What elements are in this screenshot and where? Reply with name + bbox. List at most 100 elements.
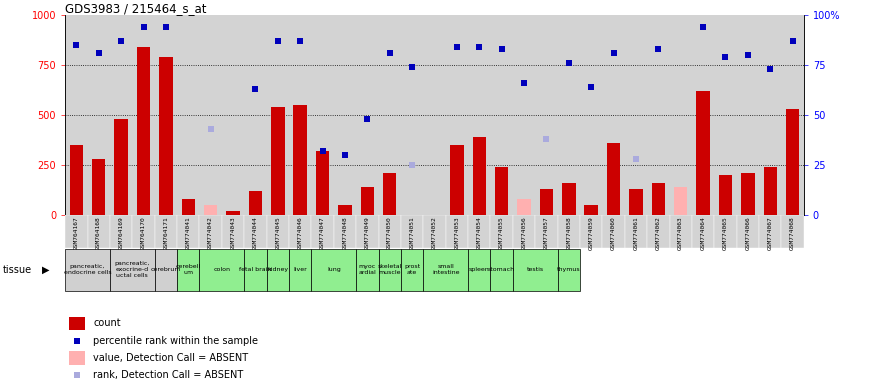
Text: GSM774065: GSM774065	[723, 217, 728, 250]
Bar	[786, 109, 799, 215]
Bar	[446, 215, 468, 248]
Text: pancreatic,
endocrine cells: pancreatic, endocrine cells	[63, 264, 111, 275]
Bar	[629, 189, 643, 215]
Bar	[692, 215, 714, 248]
Bar	[92, 159, 105, 215]
Bar	[468, 248, 490, 291]
Text: GSM764169: GSM764169	[119, 217, 123, 250]
Bar	[423, 215, 446, 248]
Bar	[473, 137, 486, 215]
Text: GSM764171: GSM764171	[163, 217, 169, 250]
Bar	[69, 351, 85, 365]
Text: GSM774055: GSM774055	[499, 217, 504, 250]
Bar	[115, 119, 128, 215]
Bar	[244, 248, 267, 291]
Bar	[267, 248, 289, 291]
Bar	[450, 145, 463, 215]
Text: GSM774059: GSM774059	[588, 217, 594, 250]
Bar	[714, 215, 737, 248]
Text: GSM764168: GSM764168	[96, 217, 102, 250]
Bar	[468, 215, 490, 248]
Text: GSM774043: GSM774043	[230, 217, 235, 250]
Bar	[177, 215, 200, 248]
Text: spleen: spleen	[469, 267, 489, 272]
Text: GSM774062: GSM774062	[656, 217, 660, 250]
Bar	[379, 215, 401, 248]
Bar	[517, 199, 531, 215]
Bar	[110, 248, 155, 291]
Bar	[495, 167, 508, 215]
Bar	[132, 215, 155, 248]
Bar	[294, 105, 307, 215]
Text: percentile rank within the sample: percentile rank within the sample	[93, 336, 258, 346]
Bar	[182, 199, 195, 215]
Bar	[249, 191, 262, 215]
Bar	[562, 183, 575, 215]
Text: GSM774044: GSM774044	[253, 217, 258, 250]
Text: fetal brain: fetal brain	[239, 267, 272, 272]
Bar	[267, 215, 289, 248]
Text: GSM774052: GSM774052	[432, 217, 437, 250]
Bar	[401, 248, 423, 291]
Bar	[204, 205, 217, 215]
Bar	[155, 248, 177, 291]
Bar	[356, 248, 379, 291]
Bar	[379, 248, 401, 291]
Bar	[513, 215, 535, 248]
Text: GSM774046: GSM774046	[298, 217, 302, 250]
Text: GSM774061: GSM774061	[634, 217, 639, 250]
Text: GSM774056: GSM774056	[521, 217, 527, 250]
Text: testis: testis	[527, 267, 544, 272]
Bar	[580, 215, 602, 248]
Bar	[289, 248, 311, 291]
Bar	[669, 215, 692, 248]
Bar	[88, 215, 110, 248]
Text: stomach: stomach	[488, 267, 515, 272]
Bar	[222, 215, 244, 248]
Text: GSM774054: GSM774054	[477, 217, 481, 250]
Text: GSM774067: GSM774067	[767, 217, 773, 250]
Bar	[334, 215, 356, 248]
Text: GSM774058: GSM774058	[567, 217, 571, 250]
Text: cerebrum: cerebrum	[150, 267, 181, 272]
Bar	[558, 215, 580, 248]
Bar	[781, 215, 804, 248]
Text: GSM774050: GSM774050	[388, 217, 392, 250]
Text: small
intestine: small intestine	[432, 264, 460, 275]
Text: GSM774063: GSM774063	[678, 217, 683, 250]
Text: GSM774042: GSM774042	[209, 217, 213, 250]
Bar	[585, 205, 598, 215]
Bar	[719, 175, 733, 215]
Bar	[159, 57, 173, 215]
Text: GSM774068: GSM774068	[790, 217, 795, 250]
Bar	[535, 215, 558, 248]
Bar	[490, 215, 513, 248]
Text: count: count	[93, 318, 121, 328]
Text: colon: colon	[214, 267, 230, 272]
Text: tissue: tissue	[3, 265, 32, 275]
Bar	[226, 211, 240, 215]
Text: liver: liver	[294, 267, 307, 272]
Bar	[764, 167, 777, 215]
Text: rank, Detection Call = ABSENT: rank, Detection Call = ABSENT	[93, 370, 243, 380]
Bar	[652, 183, 665, 215]
Bar	[155, 215, 177, 248]
Text: GDS3983 / 215464_s_at: GDS3983 / 215464_s_at	[65, 2, 207, 15]
Bar	[383, 173, 396, 215]
Bar	[737, 215, 759, 248]
Bar	[625, 215, 647, 248]
Text: GSM774066: GSM774066	[746, 217, 750, 250]
Text: GSM774049: GSM774049	[365, 217, 370, 250]
Bar	[356, 215, 379, 248]
Text: GSM774057: GSM774057	[544, 217, 549, 250]
Text: GSM774048: GSM774048	[342, 217, 348, 250]
Bar	[540, 189, 554, 215]
Bar	[177, 248, 200, 291]
Bar	[513, 248, 558, 291]
Bar	[244, 215, 267, 248]
Text: GSM774053: GSM774053	[454, 217, 460, 250]
Text: myoc
ardial: myoc ardial	[359, 264, 376, 275]
Text: GSM774041: GSM774041	[186, 217, 191, 250]
Text: cerebell
um: cerebell um	[176, 264, 201, 275]
Bar	[558, 248, 580, 291]
